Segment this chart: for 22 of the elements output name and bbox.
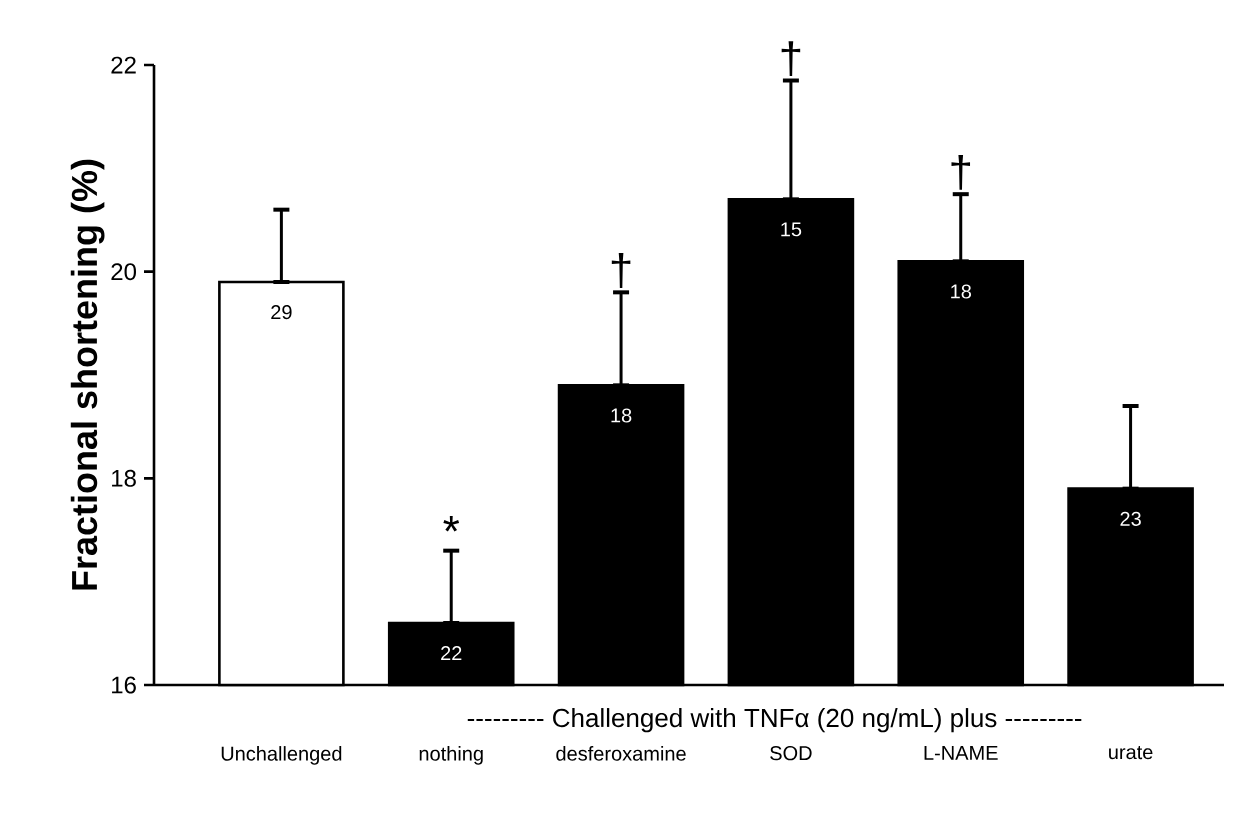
y-tick-label: 20 [111,263,137,281]
x-tick-label: L-NAME [924,746,998,760]
annotation: 29 [271,305,292,320]
y-axis-title: Fractional shortening (%) [70,159,105,590]
x-tick-label: nothing [419,746,483,765]
annotation: * [443,516,460,532]
x-tick-label: urate [1109,746,1153,760]
y-tick-label: 16 [112,676,136,694]
annotation: 18 [951,284,971,299]
annotation: † [781,41,801,77]
annotation: 15 [781,222,802,237]
x-tick-label: Unchallenged [221,746,342,765]
annotation: 23 [1120,511,1141,526]
x-tick-label: desferoxamine [556,746,686,761]
x-tick-label: SOD [770,746,812,761]
x-axis-title: --------- Challenged with TNFα (20 ng/mL) plus --------- [467,708,1082,733]
annotation: 18 [611,408,632,423]
y-tick-label: 22 [111,56,136,74]
y-tick-label: 18 [112,469,136,487]
annotation: † [951,154,971,190]
annotation: † [611,253,631,288]
annotation: 22 [441,646,462,661]
